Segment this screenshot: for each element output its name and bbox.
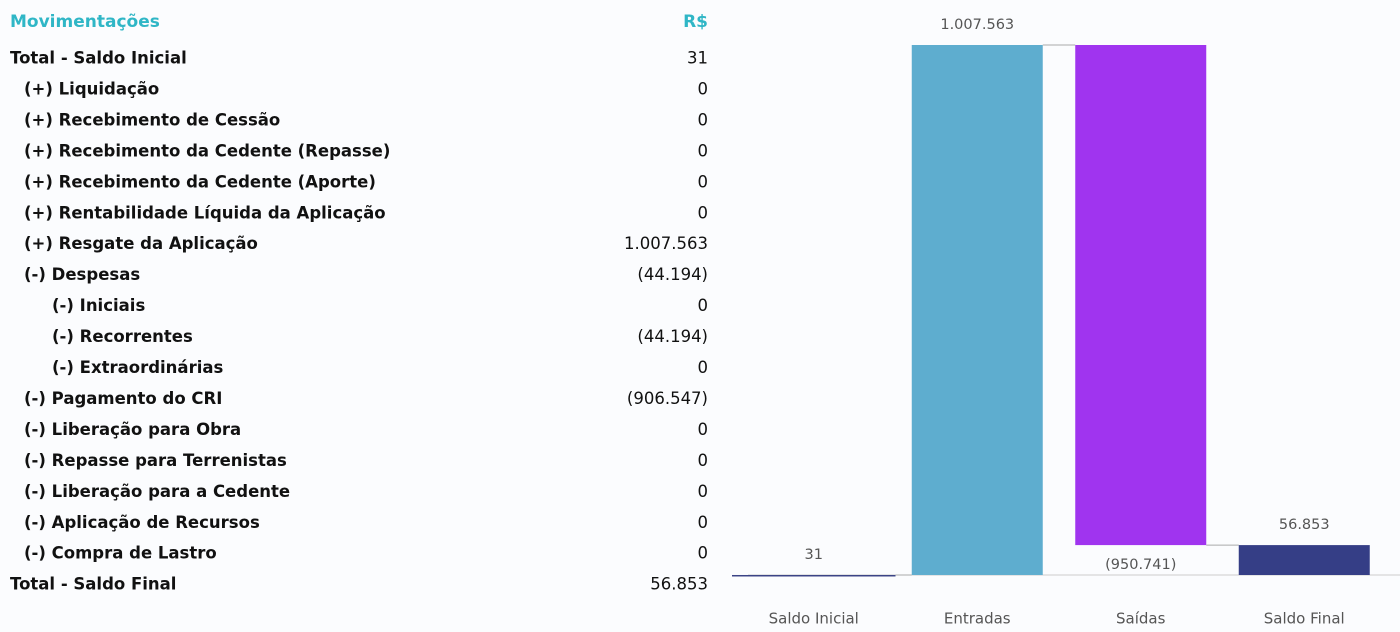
bar [911,45,1043,575]
x-tick-label: Saldo Final [1264,610,1345,628]
row-value: 0 [698,79,709,98]
row-label: (+) Resgate da Aplicação [24,234,258,253]
bar [1238,545,1370,575]
row-label: (-) Despesas [24,265,140,284]
row-value: 0 [698,544,709,563]
row-value: 0 [698,482,709,501]
row-value: 31 [687,49,708,68]
row-value: 0 [698,513,709,532]
row-value: 0 [698,110,709,129]
row-label: (+) Liquidação [24,79,159,98]
x-tick-label: Saldo Inicial [769,610,859,628]
row-value: (906.547) [627,389,708,408]
value-label: 56.853 [1279,517,1330,533]
bar [732,574,896,577]
bar [1075,45,1207,546]
row-value: 0 [698,141,709,160]
row-label: (-) Recorrentes [52,327,193,346]
row-value: 56.853 [650,575,708,594]
row-value: 0 [698,172,709,191]
row-value: 0 [698,451,709,470]
row-value: 0 [698,420,709,439]
row-label: Total - Saldo Inicial [10,49,187,68]
x-tick-label: Entradas [944,610,1011,628]
row-value: 1.007.563 [624,234,708,253]
row-label: (+) Recebimento da Cedente (Aporte) [24,172,376,191]
row-value: 0 [698,203,709,222]
row-label: (-) Repasse para Terrenistas [24,451,287,470]
row-value: (44.194) [637,265,708,284]
row-value: 0 [698,358,709,377]
value-label: 1.007.563 [940,17,1014,33]
row-label: Total - Saldo Final [10,575,176,594]
row-value: 0 [698,296,709,315]
row-label: (-) Extraordinárias [52,358,223,377]
row-label: (+) Recebimento de Cessão [24,110,280,129]
row-label: (+) Recebimento da Cedente (Repasse) [24,141,390,160]
row-label: (+) Rentabilidade Líquida da Aplicação [24,203,386,222]
row-label: (-) Aplicação de Recursos [24,513,260,532]
row-label: (-) Iniciais [52,296,145,315]
row-label: (-) Pagamento do CRI [24,389,222,408]
row-label: (-) Liberação para Obra [24,420,241,439]
value-label: (950.741) [1105,557,1176,573]
row-label: (-) Compra de Lastro [24,544,217,563]
row-value: (44.194) [637,327,708,346]
value-label: 31 [805,547,823,563]
row-label: (-) Liberação para a Cedente [24,482,290,501]
x-tick-label: Saídas [1116,610,1166,628]
table-header: Movimentações [10,12,160,32]
table-header: R$ [683,12,708,32]
